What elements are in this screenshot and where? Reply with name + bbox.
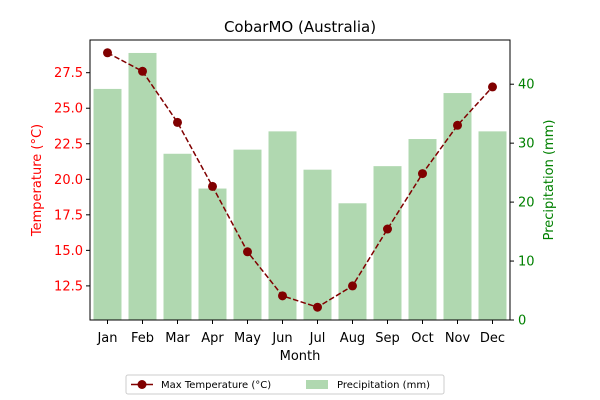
precipitation-bar-apr xyxy=(198,188,227,320)
chart-title: CobarMO (Australia) xyxy=(224,18,376,36)
x-tick-label-mar: Mar xyxy=(165,331,190,346)
precipitation-bars xyxy=(93,52,507,321)
precipitation-bar-sep xyxy=(373,166,402,320)
x-tick-label-aug: Aug xyxy=(340,331,365,346)
x-tick-label-dec: Dec xyxy=(480,331,505,346)
precipitation-bar-jan xyxy=(93,88,122,320)
x-tick-label-sep: Sep xyxy=(375,331,400,346)
x-tick-label-jun: Jun xyxy=(271,331,292,346)
x-tick-label-jan: Jan xyxy=(96,331,117,346)
legend-box xyxy=(125,374,445,395)
precipitation-bar-dec xyxy=(478,131,507,320)
precipitation-axis: 0 10 20 30 40 xyxy=(510,78,535,329)
precipitation-axis-label: Precipitation (mm) xyxy=(542,120,557,241)
temperature-axis: 12.5 15.0 17.5 20.0 22.5 25.0 27.5 xyxy=(54,66,90,294)
temperature-point-aug xyxy=(348,281,357,291)
temperature-point-mar xyxy=(173,117,182,127)
precipitation-bar-mar xyxy=(163,153,192,320)
legend: Max Temperature (°C) Precipitation (mm) xyxy=(125,374,445,395)
temperature-tick-label-20-0: 20.0 xyxy=(54,173,83,188)
precipitation-bar-feb xyxy=(128,52,157,321)
temperature-point-jul xyxy=(313,302,322,312)
x-tick-label-may: May xyxy=(234,331,261,346)
precipitation-tick-label-10: 10 xyxy=(518,255,535,270)
x-tick-label-nov: Nov xyxy=(445,331,471,346)
temperature-point-jun xyxy=(278,291,287,301)
temperature-tick-label-22-5: 22.5 xyxy=(54,137,83,152)
temperature-line-layer xyxy=(103,48,497,312)
temperature-point-jan xyxy=(103,48,112,58)
temperature-line xyxy=(107,52,494,309)
temperature-point-sep xyxy=(383,224,392,234)
legend-precipitation-label: Precipitation (mm) xyxy=(337,380,430,391)
precipitation-bar-oct xyxy=(408,139,437,320)
precipitation-bar-aug xyxy=(338,203,367,320)
legend-marker-swatch xyxy=(137,380,147,389)
x-tick-label-jul: Jul xyxy=(309,331,326,346)
legend-bar-swatch xyxy=(306,380,328,389)
precipitation-bar-jul xyxy=(303,169,332,320)
temperature-point-apr xyxy=(208,181,217,191)
temperature-tick-label-15-0: 15.0 xyxy=(54,244,83,259)
temperature-point-dec xyxy=(488,82,497,92)
precipitation-tick-label-40: 40 xyxy=(518,78,535,93)
temperature-tick-label-12-5: 12.5 xyxy=(54,279,83,294)
temperature-point-feb xyxy=(138,66,147,76)
plot-frame xyxy=(89,39,511,321)
x-tick-label-apr: Apr xyxy=(201,331,224,346)
precipitation-bar-nov xyxy=(443,93,472,320)
temperature-tick-label-27-5: 27.5 xyxy=(54,66,83,81)
legend-temperature-label: Max Temperature (°C) xyxy=(161,380,271,391)
x-tick-label-feb: Feb xyxy=(131,331,154,346)
precipitation-bar-may xyxy=(233,149,262,320)
precipitation-tick-label-0: 0 xyxy=(518,314,526,329)
precipitation-tick-label-20: 20 xyxy=(518,196,535,211)
temperature-tick-label-17-5: 17.5 xyxy=(54,208,83,223)
x-axis: Jan Feb Mar Apr May Jun Jul Aug Sep Oct Nov Dec xyxy=(96,320,505,346)
precipitation-tick-label-30: 30 xyxy=(518,137,535,152)
temperature-point-may xyxy=(243,247,252,257)
temperature-axis-label: Temperature (°C) xyxy=(30,124,45,237)
temperature-tick-label-25-0: 25.0 xyxy=(54,102,83,117)
x-tick-label-oct: Oct xyxy=(411,331,433,346)
temperature-point-oct xyxy=(418,169,427,179)
precipitation-bar-jun xyxy=(268,131,297,320)
x-axis-label: Month xyxy=(280,349,321,364)
temperature-point-nov xyxy=(453,120,462,130)
